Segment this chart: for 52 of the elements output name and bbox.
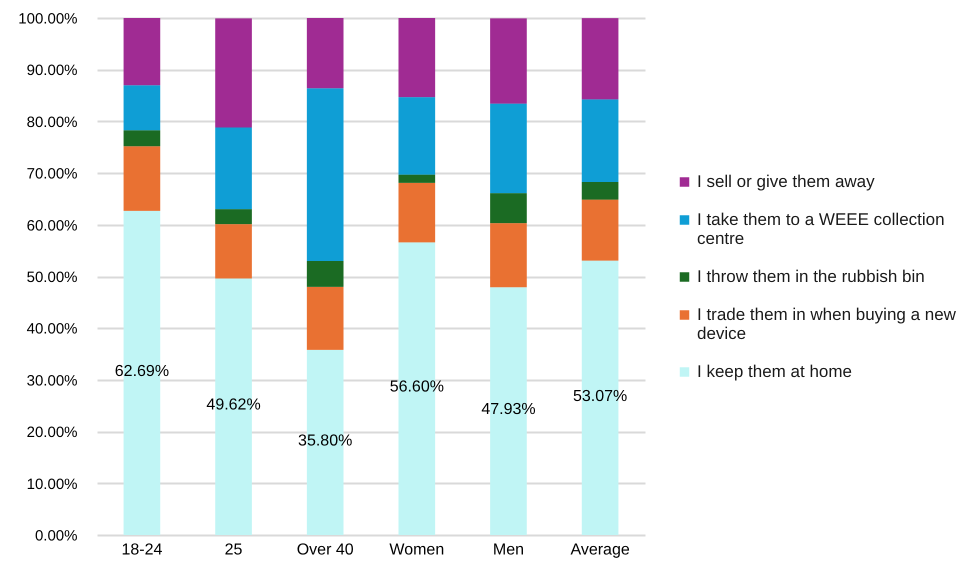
data-label: 62.69% bbox=[114, 362, 170, 380]
x-tick-label: 18-24 bbox=[121, 542, 162, 558]
bar bbox=[582, 99, 618, 182]
bar bbox=[398, 174, 436, 183]
x-tick-label: Average bbox=[570, 542, 630, 558]
y-tick-label: 90.00% bbox=[26, 62, 78, 80]
y-tick-label: 70.00% bbox=[26, 166, 78, 183]
bar bbox=[398, 97, 436, 175]
bar bbox=[582, 182, 618, 200]
data-label: 35.80% bbox=[298, 432, 352, 450]
legend-label: I trade them in when buying a new device bbox=[697, 305, 957, 343]
y-tick-label: 20.00% bbox=[26, 424, 78, 442]
bar bbox=[398, 182, 436, 242]
x-tick-label: 25 bbox=[224, 542, 243, 558]
bar bbox=[306, 18, 344, 88]
legend-label: I sell or give them away bbox=[697, 172, 876, 191]
data-label: 49.62% bbox=[206, 396, 261, 414]
data-label: 53.07% bbox=[572, 388, 628, 405]
y-tick-label: 50.00% bbox=[26, 269, 78, 286]
bar bbox=[490, 193, 527, 224]
x-tick-label: Over 40 bbox=[296, 542, 354, 558]
bar bbox=[306, 286, 344, 350]
bar bbox=[124, 130, 160, 146]
y-tick-label: 10.00% bbox=[26, 476, 78, 493]
x-tick-label: Men bbox=[492, 542, 524, 558]
y-tick-label: 0.00% bbox=[34, 528, 78, 544]
y-tick-label: 100.00% bbox=[18, 10, 78, 28]
bar bbox=[215, 128, 252, 210]
y-tick-label: 30.00% bbox=[26, 372, 78, 390]
bar bbox=[398, 18, 436, 98]
data-label: 47.93% bbox=[481, 401, 536, 418]
bar bbox=[306, 260, 344, 287]
y-tick-label: 40.00% bbox=[26, 320, 78, 338]
bar bbox=[582, 18, 618, 100]
bar bbox=[306, 88, 344, 261]
x-tick-label: Women bbox=[389, 542, 444, 558]
bar bbox=[490, 223, 527, 288]
bar bbox=[124, 18, 160, 86]
bar bbox=[215, 209, 252, 224]
bar bbox=[124, 85, 160, 130]
y-tick-label: 60.00% bbox=[26, 217, 78, 234]
bar bbox=[490, 18, 527, 104]
y-tick-label: 80.00% bbox=[26, 114, 78, 131]
bar bbox=[582, 200, 618, 261]
legend-label: I keep them at home bbox=[697, 362, 852, 381]
legend-label: I throw them in the rubbish bin bbox=[697, 267, 925, 286]
legend-label: I take them to a WEEE collection centre bbox=[697, 210, 945, 248]
data-label: 56.60% bbox=[390, 378, 444, 396]
bar bbox=[215, 224, 252, 278]
bar bbox=[215, 18, 252, 128]
bar bbox=[490, 104, 527, 194]
bar bbox=[124, 146, 160, 211]
